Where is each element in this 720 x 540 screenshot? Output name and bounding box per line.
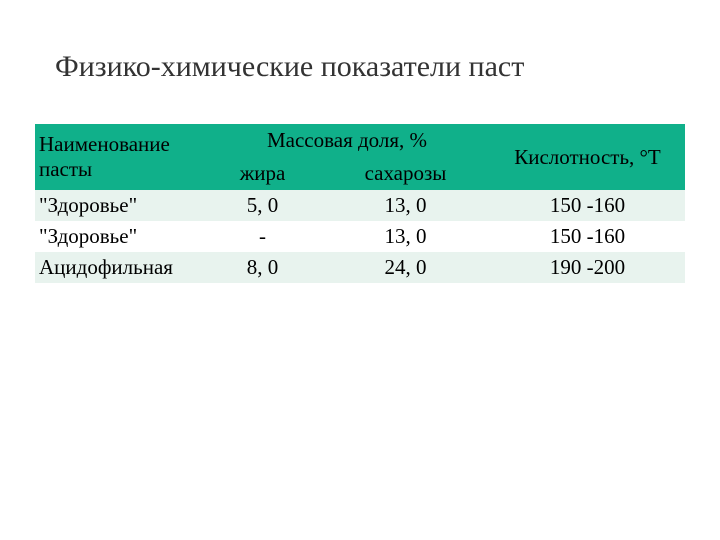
cell-sucrose: 24, 0 (321, 252, 490, 283)
col-header-mass-fraction: Массовая доля, % (204, 124, 490, 157)
table-row: "Здоровье" - 13, 0 150 -160 (35, 221, 685, 252)
cell-acidity: 190 -200 (490, 252, 685, 283)
cell-name: Ацидофильная (35, 252, 204, 283)
cell-sucrose: 13, 0 (321, 190, 490, 221)
cell-name: "Здоровье" (35, 221, 204, 252)
col-header-sucrose: сахарозы (321, 157, 490, 190)
table-header-row-1: Наименование пасты Массовая доля, % Кисл… (35, 124, 685, 157)
cell-name: "Здоровье" (35, 190, 204, 221)
table-row: "Здоровье" 5, 0 13, 0 150 -160 (35, 190, 685, 221)
cell-fat: - (204, 221, 321, 252)
data-table: Наименование пасты Массовая доля, % Кисл… (35, 124, 685, 283)
cell-sucrose: 13, 0 (321, 221, 490, 252)
col-header-name: Наименование пасты (35, 124, 204, 190)
cell-fat: 5, 0 (204, 190, 321, 221)
cell-acidity: 150 -160 (490, 221, 685, 252)
cell-acidity: 150 -160 (490, 190, 685, 221)
col-header-acidity: Кислотность, °Т (490, 124, 685, 190)
table-row: Ацидофильная 8, 0 24, 0 190 -200 (35, 252, 685, 283)
cell-fat: 8, 0 (204, 252, 321, 283)
page-title: Физико-химические показатели паст (55, 50, 685, 84)
col-header-fat: жира (204, 157, 321, 190)
